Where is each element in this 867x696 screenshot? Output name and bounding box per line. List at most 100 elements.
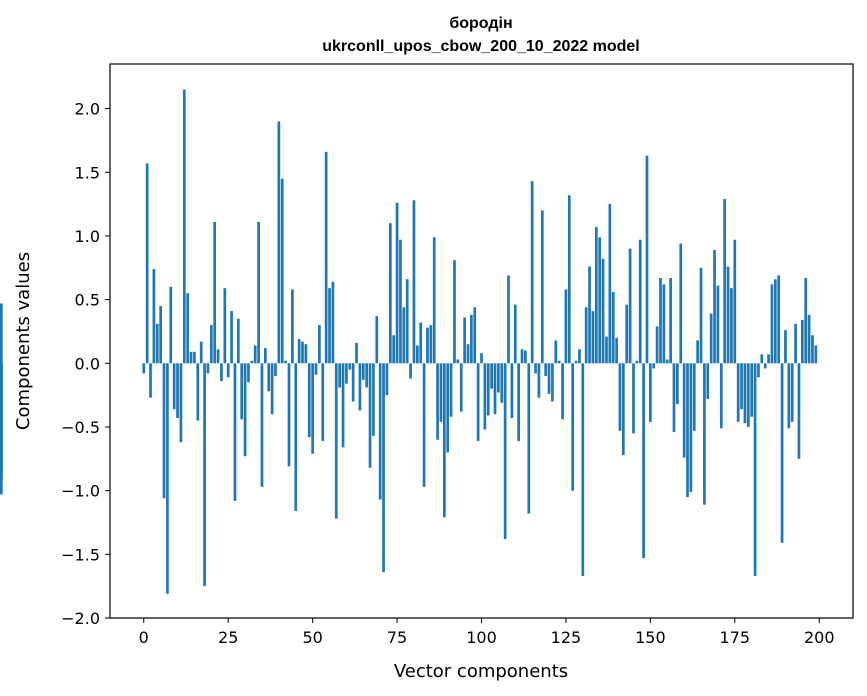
bar [419,322,423,364]
bar [517,363,520,441]
plot-frame [109,63,854,619]
bar [155,323,159,364]
bar [230,311,233,364]
y-tick-label: −1.0 [61,482,100,501]
bar-series [0,89,818,594]
bar [669,277,672,364]
bar [557,360,561,364]
y-tick-label: −2.0 [61,609,100,628]
bar [297,339,301,364]
bar [797,363,801,459]
bar [780,363,784,543]
bar [807,314,811,364]
bar [486,363,490,416]
bar [375,316,379,364]
bar [611,291,615,364]
bar [318,325,321,364]
bar [490,363,493,389]
bar [368,363,372,468]
bar [520,349,524,364]
bar [311,363,314,454]
x-tick-label: 25 [218,628,238,647]
bar [743,363,747,424]
bar [247,363,250,383]
bar [182,89,186,364]
bar [594,227,598,364]
bar [621,363,625,455]
bar [402,307,406,364]
bar [618,363,622,431]
bar [507,275,510,364]
bar [443,363,446,518]
x-tick-label: 75 [387,628,407,647]
bar [257,221,260,364]
bar [753,363,757,576]
bar [193,351,196,364]
bar [291,289,294,364]
bar [307,363,311,438]
bar [284,360,287,364]
bar [706,363,710,399]
bar [665,359,669,364]
bar [605,336,608,364]
bar [814,345,818,364]
bar [696,340,699,364]
bar [733,239,737,364]
bar [429,325,433,364]
bar [804,277,808,364]
bar [264,348,267,364]
bar [274,363,277,377]
bar [719,363,723,429]
bar [746,363,750,427]
bar [547,363,551,394]
bar [169,286,173,364]
bar [662,284,666,364]
bar [628,248,632,364]
bar [321,363,325,441]
bar [456,359,460,364]
bar [240,363,244,420]
bar [800,319,804,364]
bar [510,363,514,419]
bar [716,285,720,364]
bar [449,363,453,417]
bar [432,237,436,364]
bar [226,363,230,378]
bar [480,353,483,364]
bar [723,199,727,364]
bar [186,293,190,364]
bar [787,363,791,429]
bar [304,344,308,364]
bar [166,363,169,594]
bar [601,258,605,364]
bar [466,344,470,364]
bar [672,363,676,433]
bar [794,323,797,364]
bar [459,363,463,412]
bar [784,330,787,364]
bar [216,349,220,364]
y-tick-label: −1.5 [61,545,100,564]
chart-title-line-1: бородін [449,15,512,32]
bar [635,360,639,364]
bar [328,288,331,364]
bar [250,360,254,364]
bar [162,363,166,499]
bar [372,363,375,436]
bar [172,363,176,410]
bar [588,266,591,364]
bar [530,181,534,364]
bar [159,305,163,364]
bar [267,363,271,392]
bar [493,363,497,415]
bar [243,363,247,457]
bar [645,155,649,364]
bar [524,350,527,364]
bar [405,279,409,364]
bar [638,239,642,364]
bar [453,260,456,364]
y-tick-label: 1.0 [75,227,100,246]
bar [699,267,703,364]
bar [544,363,548,377]
bar [206,363,210,374]
